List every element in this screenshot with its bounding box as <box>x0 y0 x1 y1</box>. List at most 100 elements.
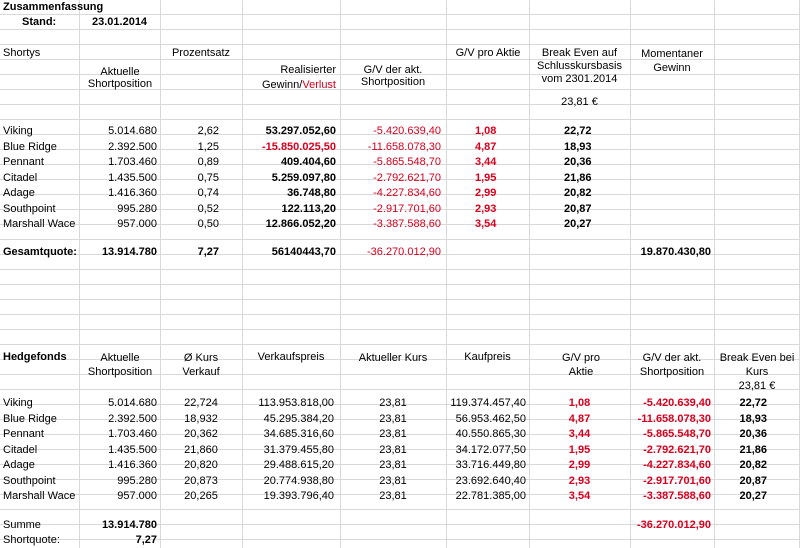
hf-row-break-even: 21,86 <box>739 443 767 456</box>
summe-gv-akt: -36.270.012,90 <box>636 519 711 531</box>
hf-row-name: Marshall Wace <box>3 490 76 502</box>
shortys-row-name: Southpoint <box>3 202 56 215</box>
shortys-row-break-even: 20,36 <box>564 156 592 168</box>
hf-row-name: Viking <box>3 397 33 409</box>
shortys-row-gv-pro: 1,95 <box>475 171 497 184</box>
row-divider <box>0 104 800 105</box>
hf-row-name: Adage <box>3 459 35 471</box>
hf-header-aktueller-kurs: Aktueller Kurs <box>358 352 428 364</box>
shortys-row-name: Blue Ridge <box>3 140 57 153</box>
row-divider <box>0 119 800 120</box>
gesamtquote-realized: 56140443,70 <box>271 246 336 258</box>
hf-row-gv-akt: -2.917.701,60 <box>643 474 711 487</box>
hf-row-akt-kurs: 23,81 <box>379 412 407 425</box>
header-realisierter: Realisierter <box>280 64 336 76</box>
shortys-row-gv-pro: 1,08 <box>475 125 497 137</box>
hf-row-break-even: 22,72 <box>739 397 767 409</box>
hf-row-gv-pro: 2,93 <box>568 474 591 487</box>
hf-row-akt-kurs: 23,81 <box>379 474 407 487</box>
sheet-title: Zusammenfassung <box>3 1 104 13</box>
hf-row-kurs: 22,724 <box>184 397 218 409</box>
hf-row-position: 2.392.500 <box>108 412 157 425</box>
column-divider <box>529 0 530 548</box>
hedgefonds-section-label: Hedgefonds <box>3 351 67 363</box>
shortys-row-gv-akt: -2.917.701,60 <box>373 202 441 215</box>
column-divider <box>630 0 631 548</box>
row-divider <box>0 284 800 285</box>
hf-row-kaufpreis: 22.781.385,00 <box>455 490 526 502</box>
row-divider <box>0 74 800 75</box>
hf-header-kurs-verkauf: Ø Kurs Verkauf <box>182 352 220 378</box>
hf-row-name: Citadel <box>3 443 38 456</box>
hf-row-break-even: 20,36 <box>739 428 767 440</box>
header-gewinn-verlust: Gewinn/Verlust <box>242 79 336 91</box>
shortys-row-percent: 0,74 <box>197 187 219 199</box>
row-divider <box>0 344 800 345</box>
hf-row-gv-pro: 1,95 <box>568 443 591 456</box>
column-divider <box>79 0 80 548</box>
row-divider <box>0 164 800 165</box>
row-divider <box>0 404 800 405</box>
header-break-even-price: 23,81 € <box>561 96 598 108</box>
hf-row-gv-akt: -2.792.621,70 <box>643 443 711 456</box>
shortys-section-label: Shortys <box>3 47 41 59</box>
shortys-row-percent: 0,52 <box>197 202 219 215</box>
row-divider <box>0 359 800 360</box>
header-shortposition: Aktuelle Shortposition <box>87 66 153 90</box>
shortys-row-break-even: 20,27 <box>564 218 592 230</box>
hf-header-verkaufspreis: Verkaufspreis <box>257 351 325 363</box>
gesamtquote-gv-akt: -36.270.012,90 <box>366 246 441 258</box>
hf-row-name: Southpoint <box>3 474 56 487</box>
row-divider <box>0 224 800 225</box>
shortquote-value: 7,27 <box>135 534 157 546</box>
shortys-row-position: 1.435.500 <box>108 171 157 184</box>
hf-header-kaufpreis: Kaufpreis <box>464 351 511 363</box>
hf-row-break-even: 20,87 <box>739 474 767 487</box>
stand-date: 23.01.2014 <box>92 16 148 28</box>
shortys-row-realized: 12.866.052,20 <box>265 218 336 230</box>
gesamtquote-momentan: 19.870.430,80 <box>640 246 711 258</box>
shortys-row-gv-pro: 3,54 <box>475 218 497 230</box>
shortys-row-name: Viking <box>3 125 33 137</box>
row-divider <box>0 329 800 330</box>
gesamtquote-position: 13.914.780 <box>101 246 157 258</box>
hf-row-kurs: 21,860 <box>184 443 218 456</box>
header-break-even: Break Even auf Schlusskursbasis vom 2301… <box>537 47 622 85</box>
shortys-row-realized: 122.113,20 <box>281 202 336 215</box>
shortys-row-break-even: 18,93 <box>564 140 592 153</box>
row-divider <box>0 239 800 240</box>
hf-row-kaufpreis: 56.953.462,50 <box>455 412 526 425</box>
hf-row-kurs: 20,820 <box>184 459 218 471</box>
shortys-row-gv-pro: 4,87 <box>475 140 497 153</box>
hf-row-break-even: 20,27 <box>739 490 767 502</box>
hf-row-gv-akt: -5.865.548,70 <box>643 428 711 440</box>
shortys-row-break-even: 22,72 <box>564 125 592 137</box>
hf-row-verkaufspreis: 45.295.384,20 <box>263 412 334 425</box>
shortys-row-position: 2.392.500 <box>108 140 157 153</box>
hf-row-position: 5.014.680 <box>108 397 157 409</box>
hf-row-break-even: 18,93 <box>739 412 767 425</box>
hf-row-kurs: 20,873 <box>184 474 218 487</box>
shortys-row-gv-pro: 2,99 <box>475 187 497 199</box>
hf-row-break-even: 20,82 <box>739 459 767 471</box>
hf-row-position: 1.703.460 <box>108 428 157 440</box>
shortys-row-position: 1.416.360 <box>108 187 157 199</box>
column-divider <box>340 0 341 548</box>
row-divider <box>0 194 800 195</box>
column-divider <box>714 0 715 548</box>
hf-row-position: 1.435.500 <box>108 443 157 456</box>
shortys-row-realized: 36.748,80 <box>287 187 336 199</box>
header-verlust-text: Verlust <box>302 79 336 91</box>
row-divider <box>0 449 800 450</box>
hf-row-akt-kurs: 23,81 <box>379 490 407 502</box>
header-gv-pro-aktie: G/V pro Aktie <box>455 47 521 59</box>
row-divider <box>0 149 800 150</box>
hf-row-kaufpreis: 34.172.077,50 <box>455 443 526 456</box>
stand-label: Stand: <box>22 16 57 28</box>
header-gewinn-text: Gewinn/ <box>262 79 303 91</box>
shortys-row-percent: 0,75 <box>197 171 219 184</box>
shortys-row-percent: 0,50 <box>197 218 219 230</box>
shortys-row-position: 995.280 <box>117 202 157 215</box>
hf-row-position: 957.000 <box>117 490 157 502</box>
shortys-row-position: 957.000 <box>117 218 157 230</box>
